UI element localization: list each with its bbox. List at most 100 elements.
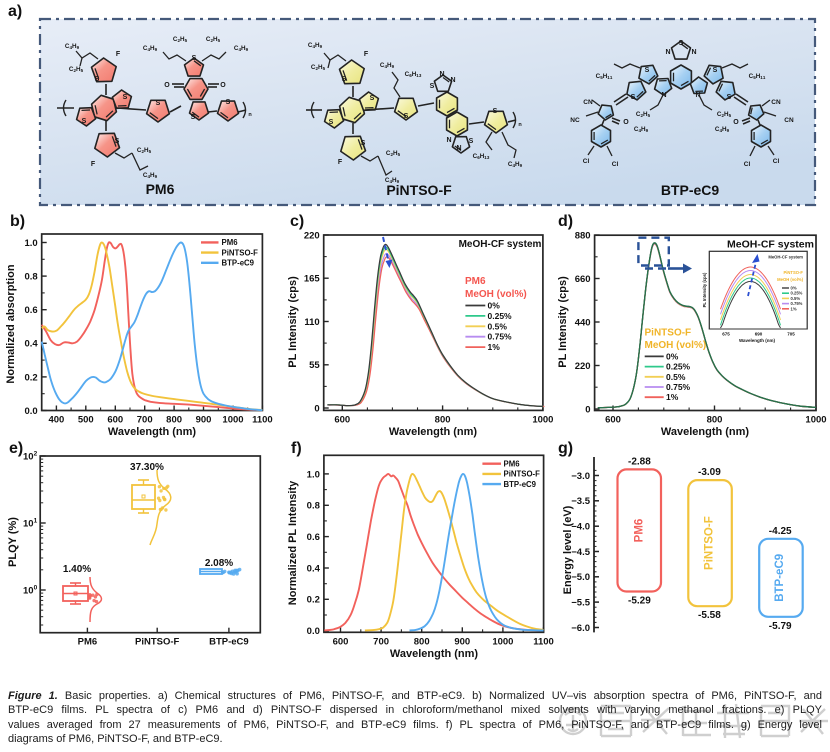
svg-text:F: F <box>91 161 96 168</box>
svg-text:880: 880 <box>575 230 591 241</box>
svg-text:37.30%: 37.30% <box>130 462 164 473</box>
svg-text:100: 100 <box>23 585 38 597</box>
svg-text:PiNTSO-F: PiNTSO-F <box>504 470 541 479</box>
svg-text:BTP-eC9: BTP-eC9 <box>209 637 249 648</box>
svg-text:PM6: PM6 <box>465 276 486 287</box>
svg-text:C4​H9​: C4​H9​ <box>508 161 523 168</box>
svg-text:n: n <box>518 122 522 128</box>
svg-text:PM6: PM6 <box>146 181 175 197</box>
svg-text:800: 800 <box>707 415 723 426</box>
svg-text:900: 900 <box>196 415 212 426</box>
svg-text:S: S <box>679 40 684 47</box>
svg-text:0.4: 0.4 <box>24 339 38 350</box>
svg-text:Cl: Cl <box>773 158 780 165</box>
svg-text:800: 800 <box>435 414 451 425</box>
svg-text:MeOH (vol%): MeOH (vol%) <box>645 340 707 351</box>
svg-text:F: F <box>338 159 343 166</box>
svg-text:BTP-eC9: BTP-eC9 <box>504 480 537 489</box>
svg-text:0.0: 0.0 <box>307 626 320 637</box>
svg-text:Wavelength (nm): Wavelength (nm) <box>739 338 776 343</box>
svg-text:n: n <box>248 112 252 118</box>
svg-text:C2​H5​: C2​H5​ <box>173 36 188 43</box>
svg-text:675: 675 <box>722 332 730 337</box>
svg-text:0.75%: 0.75% <box>666 382 691 392</box>
svg-text:S: S <box>115 138 120 145</box>
svg-text:F: F <box>116 51 121 58</box>
svg-text:0.25%: 0.25% <box>488 311 513 321</box>
svg-text:C4​H9​: C4​H9​ <box>385 177 400 184</box>
svg-text:N: N <box>661 92 666 99</box>
svg-text:C4​H9​: C4​H9​ <box>308 42 323 49</box>
svg-text:Normalized absorption: Normalized absorption <box>5 264 17 383</box>
svg-text:C2​H5​: C2​H5​ <box>69 66 84 73</box>
svg-text:g): g) <box>558 440 573 457</box>
svg-text:1100: 1100 <box>533 636 554 647</box>
svg-text:1%: 1% <box>791 306 797 311</box>
svg-text:Cl: Cl <box>612 161 619 168</box>
svg-text:S: S <box>645 67 650 74</box>
svg-text:1100: 1100 <box>252 415 273 426</box>
svg-text:S: S <box>123 94 128 101</box>
svg-text:Cl: Cl <box>583 158 590 165</box>
svg-text:1000: 1000 <box>532 414 553 425</box>
svg-text:O: O <box>164 82 170 89</box>
svg-text:1000: 1000 <box>805 415 826 426</box>
svg-text:Cl: Cl <box>744 161 751 168</box>
svg-text:0.2: 0.2 <box>24 372 37 383</box>
svg-text:S: S <box>727 94 732 101</box>
svg-text:0%: 0% <box>666 351 679 361</box>
svg-text:−4.0: −4.0 <box>571 522 590 533</box>
svg-text:Wavelength (nm): Wavelength (nm) <box>389 426 478 438</box>
svg-text:−3.0: −3.0 <box>571 471 590 482</box>
svg-text:C4​H9​: C4​H9​ <box>65 43 80 50</box>
svg-text:220: 220 <box>304 230 320 241</box>
svg-text:705: 705 <box>787 332 795 337</box>
svg-text:S: S <box>430 83 435 90</box>
svg-text:0.25%: 0.25% <box>666 362 691 372</box>
svg-text:C2​H5​: C2​H5​ <box>386 150 401 157</box>
svg-text:CN: CN <box>771 99 781 106</box>
svg-text:600: 600 <box>334 414 350 425</box>
svg-text:0.0: 0.0 <box>24 406 37 417</box>
svg-text:C4​H9​: C4​H9​ <box>715 126 730 133</box>
svg-text:0.5%: 0.5% <box>488 321 508 331</box>
svg-text:S: S <box>404 113 409 120</box>
svg-text:-5.79: -5.79 <box>769 621 792 632</box>
svg-text:-5.58: -5.58 <box>698 610 721 621</box>
svg-text:S: S <box>95 76 100 83</box>
svg-text:−5.5: −5.5 <box>571 598 590 609</box>
svg-text:PL Intensity (cps): PL Intensity (cps) <box>702 272 707 307</box>
svg-text:PM6: PM6 <box>633 519 645 543</box>
svg-text:C4​H9​: C4​H9​ <box>143 45 158 52</box>
svg-text:PiNTSO-F: PiNTSO-F <box>135 637 180 648</box>
svg-text:C2​H5​: C2​H5​ <box>206 36 221 43</box>
svg-text:S: S <box>156 100 161 107</box>
svg-text:500: 500 <box>78 415 94 426</box>
svg-text:N: N <box>446 137 451 144</box>
svg-text:a): a) <box>8 3 22 20</box>
svg-text:0.5%: 0.5% <box>666 372 686 382</box>
svg-text:55: 55 <box>309 360 320 371</box>
svg-text:1000: 1000 <box>492 636 513 647</box>
svg-text:S: S <box>493 108 498 115</box>
svg-text:1.0: 1.0 <box>24 238 37 249</box>
svg-text:165: 165 <box>304 274 321 285</box>
svg-text:0.75%: 0.75% <box>488 332 513 342</box>
svg-text:C2​H5​: C2​H5​ <box>717 111 732 118</box>
svg-text:b): b) <box>10 213 25 230</box>
svg-text:MeOH-CF system: MeOH-CF system <box>727 239 814 251</box>
svg-text:S: S <box>192 55 197 62</box>
svg-text:CN: CN <box>784 117 794 124</box>
svg-text:C2​H5​: C2​H5​ <box>636 111 651 118</box>
svg-text:700: 700 <box>373 636 389 647</box>
svg-text:d): d) <box>558 213 573 230</box>
svg-text:S: S <box>191 114 196 121</box>
svg-text:PM6: PM6 <box>222 238 239 247</box>
svg-text:1%: 1% <box>666 392 679 402</box>
svg-text:0.5%: 0.5% <box>791 296 801 301</box>
svg-text:N: N <box>665 49 670 56</box>
svg-text:C5​H1​1​: C5​H1​1​ <box>749 73 766 80</box>
svg-text:c): c) <box>290 213 304 230</box>
svg-text:f): f) <box>291 440 302 457</box>
svg-text:PiNTSO-F: PiNTSO-F <box>645 328 692 339</box>
